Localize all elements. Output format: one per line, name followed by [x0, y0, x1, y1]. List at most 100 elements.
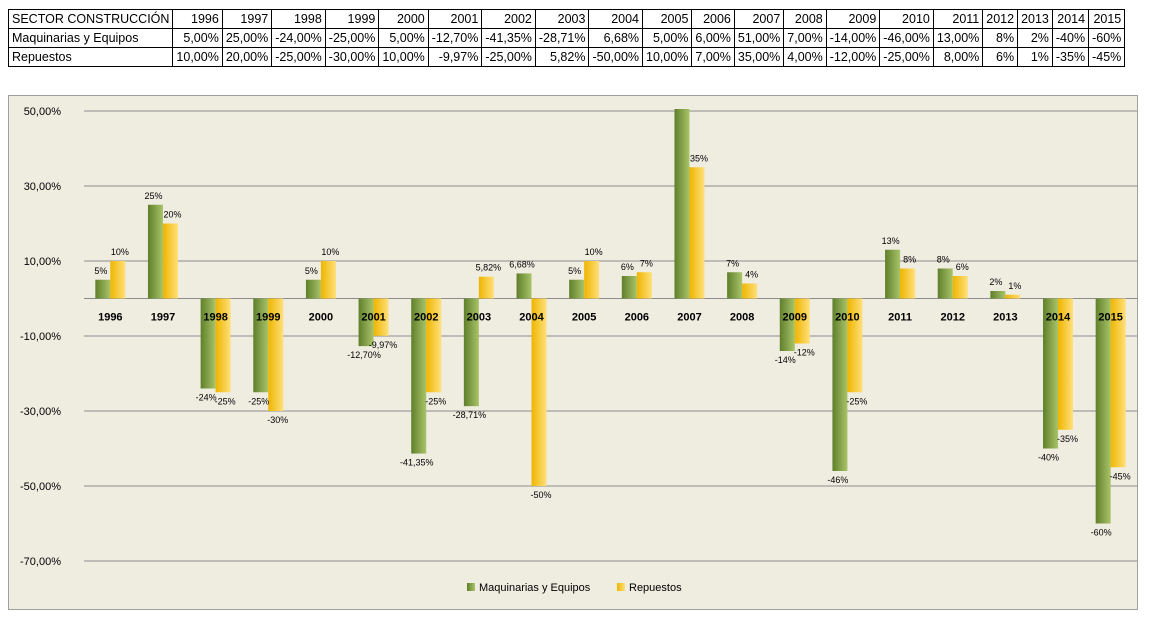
- table-year-header: 2015: [1088, 9, 1126, 29]
- table-cell: -46,00%: [879, 28, 934, 48]
- table-cell: -50,00%: [588, 47, 644, 67]
- table-year-header: 2012: [982, 9, 1019, 29]
- data-label: -9,97%: [369, 340, 398, 350]
- data-label: 13%: [882, 236, 900, 246]
- table-cell: -12,70%: [427, 28, 483, 48]
- table-year-header: 1998: [271, 9, 326, 29]
- table-cell: 5,82%: [534, 47, 590, 67]
- data-label: 8%: [903, 255, 916, 265]
- data-label: -30%: [267, 415, 288, 425]
- x-category-label: 2001: [361, 312, 385, 324]
- bar-repuestos: [531, 298, 547, 486]
- table-year-header: 1997: [221, 9, 273, 29]
- table-row: Maquinarias y Equipos 5,00% 25,00% -24,00% -…: [7, 28, 1126, 48]
- table-row-label: Repuestos: [7, 47, 174, 67]
- table-year-header: 2003: [534, 9, 590, 29]
- data-label: 10%: [321, 247, 339, 257]
- table-year-header: 2005: [642, 9, 693, 29]
- table-cell: 2%: [1017, 28, 1053, 48]
- bar-repuestos: [584, 261, 600, 299]
- table-cell: -25,00%: [324, 28, 380, 48]
- x-category-label: 1998: [203, 312, 227, 324]
- table-cell: -30,00%: [324, 47, 380, 67]
- data-label: 25%: [144, 191, 162, 201]
- table-cell: 6%: [982, 47, 1019, 67]
- data-label: -14%: [775, 355, 796, 365]
- y-tick-label: 30,00%: [24, 181, 62, 193]
- bar-maquinarias: [95, 279, 111, 299]
- table-year-header: 2001: [427, 9, 483, 29]
- data-label: 5%: [305, 266, 318, 276]
- bar-repuestos: [478, 276, 494, 299]
- x-category-label: 2004: [519, 312, 544, 324]
- table-cell: -28,71%: [534, 28, 590, 48]
- y-tick-label: -30,00%: [20, 406, 61, 418]
- x-category-label: 1997: [151, 312, 175, 324]
- table-cell: 7,00%: [691, 47, 735, 67]
- x-category-label: 2013: [993, 312, 1017, 324]
- table-year-header: 2004: [588, 9, 644, 29]
- data-label: -45%: [1110, 471, 1131, 481]
- bar-maquinarias: [305, 279, 321, 299]
- bar-maquinarias: [411, 298, 427, 454]
- bar-repuestos: [320, 261, 336, 299]
- data-label: -25%: [846, 396, 867, 406]
- bar-repuestos: [689, 167, 705, 299]
- table-header-label: SECTOR CONSTRUCCIÓN: [7, 9, 174, 29]
- table-year-header: 2010: [879, 9, 934, 29]
- table-cell: 5,00%: [378, 28, 429, 48]
- data-label: -46%: [827, 475, 848, 485]
- x-category-label: 2010: [835, 312, 859, 324]
- table-cell: 51,00%: [733, 28, 785, 48]
- x-category-label: 1999: [256, 312, 280, 324]
- data-label: -50%: [531, 490, 552, 500]
- table-year-header: 2013: [1017, 9, 1053, 29]
- data-label: 35%: [690, 153, 708, 163]
- bar-repuestos: [373, 298, 389, 336]
- y-tick-label: -50,00%: [20, 481, 61, 493]
- bar-repuestos: [268, 298, 284, 411]
- bar-repuestos: [952, 276, 968, 299]
- table-cell: 20,00%: [221, 47, 273, 67]
- bar-maquinarias: [516, 273, 532, 299]
- table-cell: 6,00%: [691, 28, 735, 48]
- table-cell: 4,00%: [783, 47, 827, 67]
- data-label: 4%: [745, 270, 758, 280]
- data-label: -35%: [1057, 434, 1078, 444]
- data-label: -25%: [425, 396, 446, 406]
- table-year-header: 2014: [1051, 9, 1090, 29]
- x-category-label: 2009: [783, 312, 807, 324]
- x-category-label: 2014: [1046, 312, 1071, 324]
- data-label: 10%: [111, 247, 129, 257]
- y-tick-label: -70,00%: [20, 556, 61, 568]
- chart-area: 50,00% 30,00% 10,00% -10,00% -30,00% -50,00% -…: [8, 95, 1138, 610]
- legend-swatch: [467, 583, 475, 591]
- table-cell: 10,00%: [378, 47, 429, 67]
- data-label: 5%: [568, 266, 581, 276]
- data-label: 2%: [989, 277, 1002, 287]
- data-label: 7%: [726, 258, 739, 268]
- data-label: -25%: [248, 396, 269, 406]
- bar-repuestos: [900, 268, 916, 299]
- table-cell: -14,00%: [825, 28, 881, 48]
- data-label: 5,82%: [476, 263, 502, 273]
- legend-swatch: [617, 583, 625, 591]
- table-cell: -25,00%: [879, 47, 934, 67]
- y-tick-label: -10,00%: [20, 331, 61, 343]
- bar-maquinarias: [147, 204, 163, 299]
- data-label: 5%: [94, 266, 107, 276]
- x-category-label: 2008: [730, 312, 754, 324]
- x-category-label: 2000: [309, 312, 333, 324]
- bar-repuestos: [636, 272, 652, 299]
- bar-maquinarias: [569, 279, 585, 299]
- x-category-label: 2003: [467, 312, 491, 324]
- bar-repuestos: [794, 298, 810, 344]
- table-cell: -25,00%: [481, 47, 536, 67]
- bar-maquinarias: [674, 109, 690, 299]
- data-label: -41,35%: [400, 458, 434, 468]
- table-year-header: 2006: [691, 9, 735, 29]
- x-category-label: 2005: [572, 312, 596, 324]
- table-year-header: 2008: [783, 9, 827, 29]
- bar-maquinarias: [463, 298, 479, 407]
- data-label: -12,70%: [347, 350, 381, 360]
